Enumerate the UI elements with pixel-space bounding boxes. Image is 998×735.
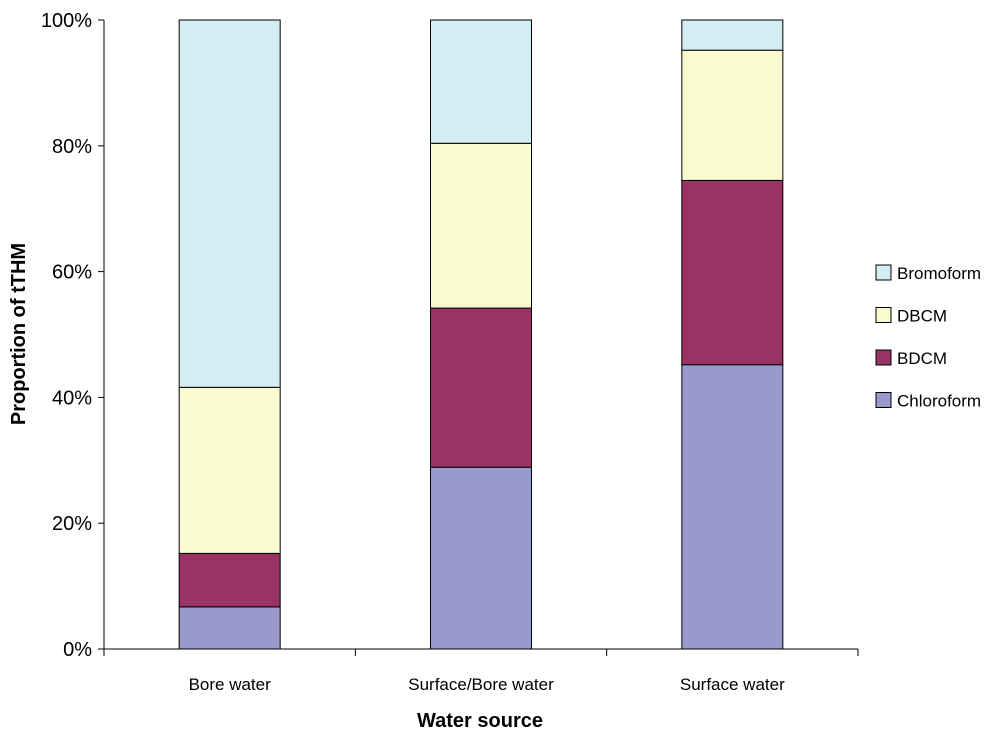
legend-label-bromoform: Bromoform — [897, 264, 981, 283]
legend-swatch-bromoform — [875, 264, 892, 281]
bar-segment-dbcm — [681, 49, 784, 181]
y-tick-label: 40% — [52, 387, 92, 409]
x-tick-label: Surface/Bore water — [408, 675, 554, 694]
legend-label-dbcm: DBCM — [897, 307, 947, 326]
legend-swatch-bdcm — [875, 349, 892, 366]
legend-swatch-dbcm — [875, 307, 892, 323]
bar-segment-chloroform — [681, 364, 784, 650]
y-tick-label: 0% — [63, 639, 92, 661]
bar-segment-bromoform — [430, 19, 532, 144]
bar-segment-bromoform — [178, 19, 281, 388]
legend: Bromoform DBCM BDCM Chloroform — [875, 264, 981, 411]
bar-segment-chloroform — [178, 606, 281, 650]
category-labels: Bore water Surface/Bore water Surface wate… — [189, 675, 786, 694]
legend-label-chloroform: Chloroform — [897, 392, 981, 411]
bar-segment-chloroform — [430, 466, 532, 650]
x-tick-label: Bore water — [189, 675, 272, 694]
bar-segment-bdcm — [681, 179, 784, 366]
bars-layer — [178, 19, 784, 650]
legend-label-bdcm: BDCM — [897, 349, 947, 368]
bar-segment-dbcm — [178, 386, 281, 554]
axes-layer: 0% 20% 40% 60% 80% 100% — [41, 10, 859, 661]
y-tick-label: 20% — [52, 513, 92, 535]
y-tick-label: 100% — [41, 10, 92, 32]
legend-swatch-chloroform — [875, 392, 892, 408]
bar-segment-bromoform — [681, 19, 784, 51]
x-axis-title: Water source — [417, 710, 543, 732]
x-tick-label: Surface water — [680, 675, 785, 694]
bar-segment-bdcm — [178, 552, 281, 608]
y-tick-label: 80% — [52, 136, 92, 158]
y-tick-label: 60% — [52, 262, 92, 284]
bar-segment-dbcm — [430, 142, 532, 309]
y-axis-title: Proportion of tTHM — [8, 243, 30, 425]
bar-segment-bdcm — [430, 307, 532, 468]
